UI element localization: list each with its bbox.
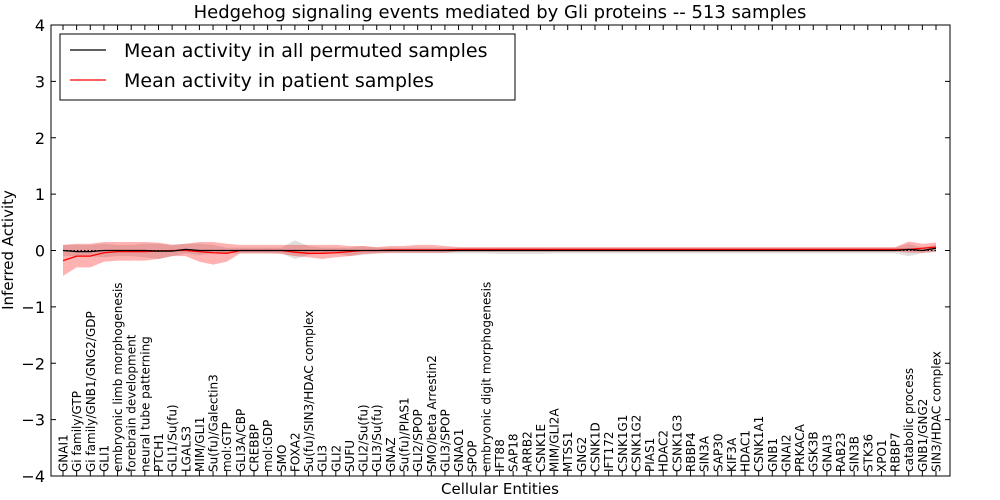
permuted-mean-line	[62, 247, 937, 253]
x-category-label: Su(fu)/PIAS1	[398, 397, 412, 472]
x-category-label: MIM/GLI1	[193, 417, 207, 472]
x-category-label: SMO/beta Arrestin2	[425, 355, 439, 472]
x-category-label: RBBP4	[684, 432, 698, 472]
legend: Mean activity in all permuted samples Me…	[59, 33, 516, 101]
x-category-label: GNAI3	[820, 434, 834, 472]
x-category-label: MIM/GLI2A	[548, 408, 562, 472]
x-category-label: SMO	[275, 445, 289, 472]
x-category-label: mol:GDP	[261, 420, 275, 472]
x-category-label: FOXA2	[288, 432, 302, 472]
x-category-label: GLI3/SPOP	[438, 409, 452, 472]
x-category-label: IFT172	[602, 432, 616, 472]
y-tick-label: 4	[35, 16, 45, 35]
y-tick-label: 2	[35, 129, 45, 148]
x-category-label: GNG2	[575, 437, 589, 472]
x-category-label: KIF3A	[725, 437, 739, 472]
x-category-label: GLI2/Su(fu)	[357, 404, 371, 472]
x-category-label: RBBP7	[889, 432, 903, 472]
x-category-label: IFT88	[493, 439, 507, 472]
x-category-label: SAP18	[507, 433, 521, 472]
x-category-label: GSK3B	[807, 431, 821, 472]
x-category-label: SIN3A	[698, 435, 712, 472]
x-category-label: CSNK1D	[588, 422, 602, 472]
patient-mean-line	[62, 246, 937, 262]
x-category-label: GLI3/Su(fu)	[370, 404, 384, 472]
legend-label-permuted: Mean activity in all permuted samples	[124, 40, 487, 62]
x-category-label: SUFU	[343, 440, 357, 472]
x-category-label: ARRB2	[520, 431, 534, 472]
x-category-label: PRKACA	[793, 423, 807, 472]
y-tick-label: −2	[21, 354, 45, 373]
x-category-label: GNB1	[766, 438, 780, 472]
y-tick-label: 0	[35, 242, 45, 261]
x-category-label: embryonic limb morphogenesis	[111, 282, 125, 472]
x-category-label: GLI2/SPOP	[411, 409, 425, 472]
x-category-label: MTSS1	[561, 431, 575, 472]
x-category-label: CSNK1G2	[629, 415, 643, 472]
x-axis-label: Cellular Entities	[441, 480, 559, 498]
x-category-label: GLI1/Su(fu)	[166, 404, 180, 472]
x-category-label: STK36	[861, 434, 875, 472]
x-category-label: XPO1	[875, 439, 889, 472]
x-category-label: Gi family/GTP	[70, 391, 84, 472]
x-category-label: HDAC1	[739, 430, 753, 472]
x-category-label: GLI2	[329, 445, 343, 472]
y-axis-label: Inferred Activity	[0, 190, 17, 310]
x-category-label: RAB23	[834, 432, 848, 472]
x-category-label: CSNK1E	[534, 424, 548, 472]
y-tick-label: −4	[21, 467, 45, 486]
x-category-label: CREBBP	[247, 424, 261, 472]
x-category-label: SPOP	[466, 440, 480, 472]
legend-label-patient: Mean activity in patient samples	[124, 70, 434, 92]
x-category-label: PTCH1	[152, 433, 166, 472]
x-category-label: GNAO1	[452, 429, 466, 472]
x-category-label: CSNK1G3	[670, 415, 684, 472]
x-category-label: GNAZ	[384, 437, 398, 472]
x-category-label: forebrain development	[125, 334, 139, 472]
x-category-label: neural tube patterning	[138, 336, 152, 472]
x-category-label: GNAI1	[57, 434, 71, 472]
x-category-label: GLI3A/CBP	[234, 409, 248, 472]
x-category-label: Su(fu)/SIN3/HDAC complex	[302, 311, 316, 472]
plot-frame	[50, 24, 951, 477]
x-category-label: SIN3/HDAC complex	[930, 351, 944, 472]
chart-title: Hedgehog signaling events mediated by Gl…	[194, 2, 807, 23]
x-category-label: mol:GTP	[220, 422, 234, 472]
x-category-label: GLI3	[316, 445, 330, 472]
x-category-label: SIN3B	[848, 436, 862, 472]
x-category-label: HDAC2	[657, 430, 671, 472]
x-category-label: embryonic digit morphogenesis	[479, 282, 493, 472]
x-category-label: GLI1	[97, 445, 111, 472]
y-tick-label: −1	[21, 298, 45, 317]
x-category-label: SAP30	[711, 433, 725, 472]
x-category-label: Su(fu)/Galectin3	[207, 374, 221, 472]
x-category-label: CSNK1A1	[752, 416, 766, 472]
y-tick-label: 3	[35, 72, 45, 91]
x-category-label: LGALS3	[179, 426, 193, 472]
x-category-label: catabolic process	[902, 368, 916, 472]
legend-box	[59, 33, 516, 101]
x-category-label: Gi family/GNB1/GNG2/GDP	[84, 311, 98, 472]
x-category-label: GNAI2	[779, 434, 793, 472]
x-category-label: CSNK1G1	[616, 415, 630, 472]
x-category-label: PIAS1	[643, 438, 657, 472]
y-tick-label: −3	[21, 411, 45, 430]
x-category-label: GNB1/GNG2	[916, 399, 930, 472]
plot-area: 4 3 2 1 0 −1 −2 −3 −4 GNAI1 Gi family/GTP Gi family…	[21, 16, 950, 486]
y-tick-label: 1	[35, 185, 45, 204]
